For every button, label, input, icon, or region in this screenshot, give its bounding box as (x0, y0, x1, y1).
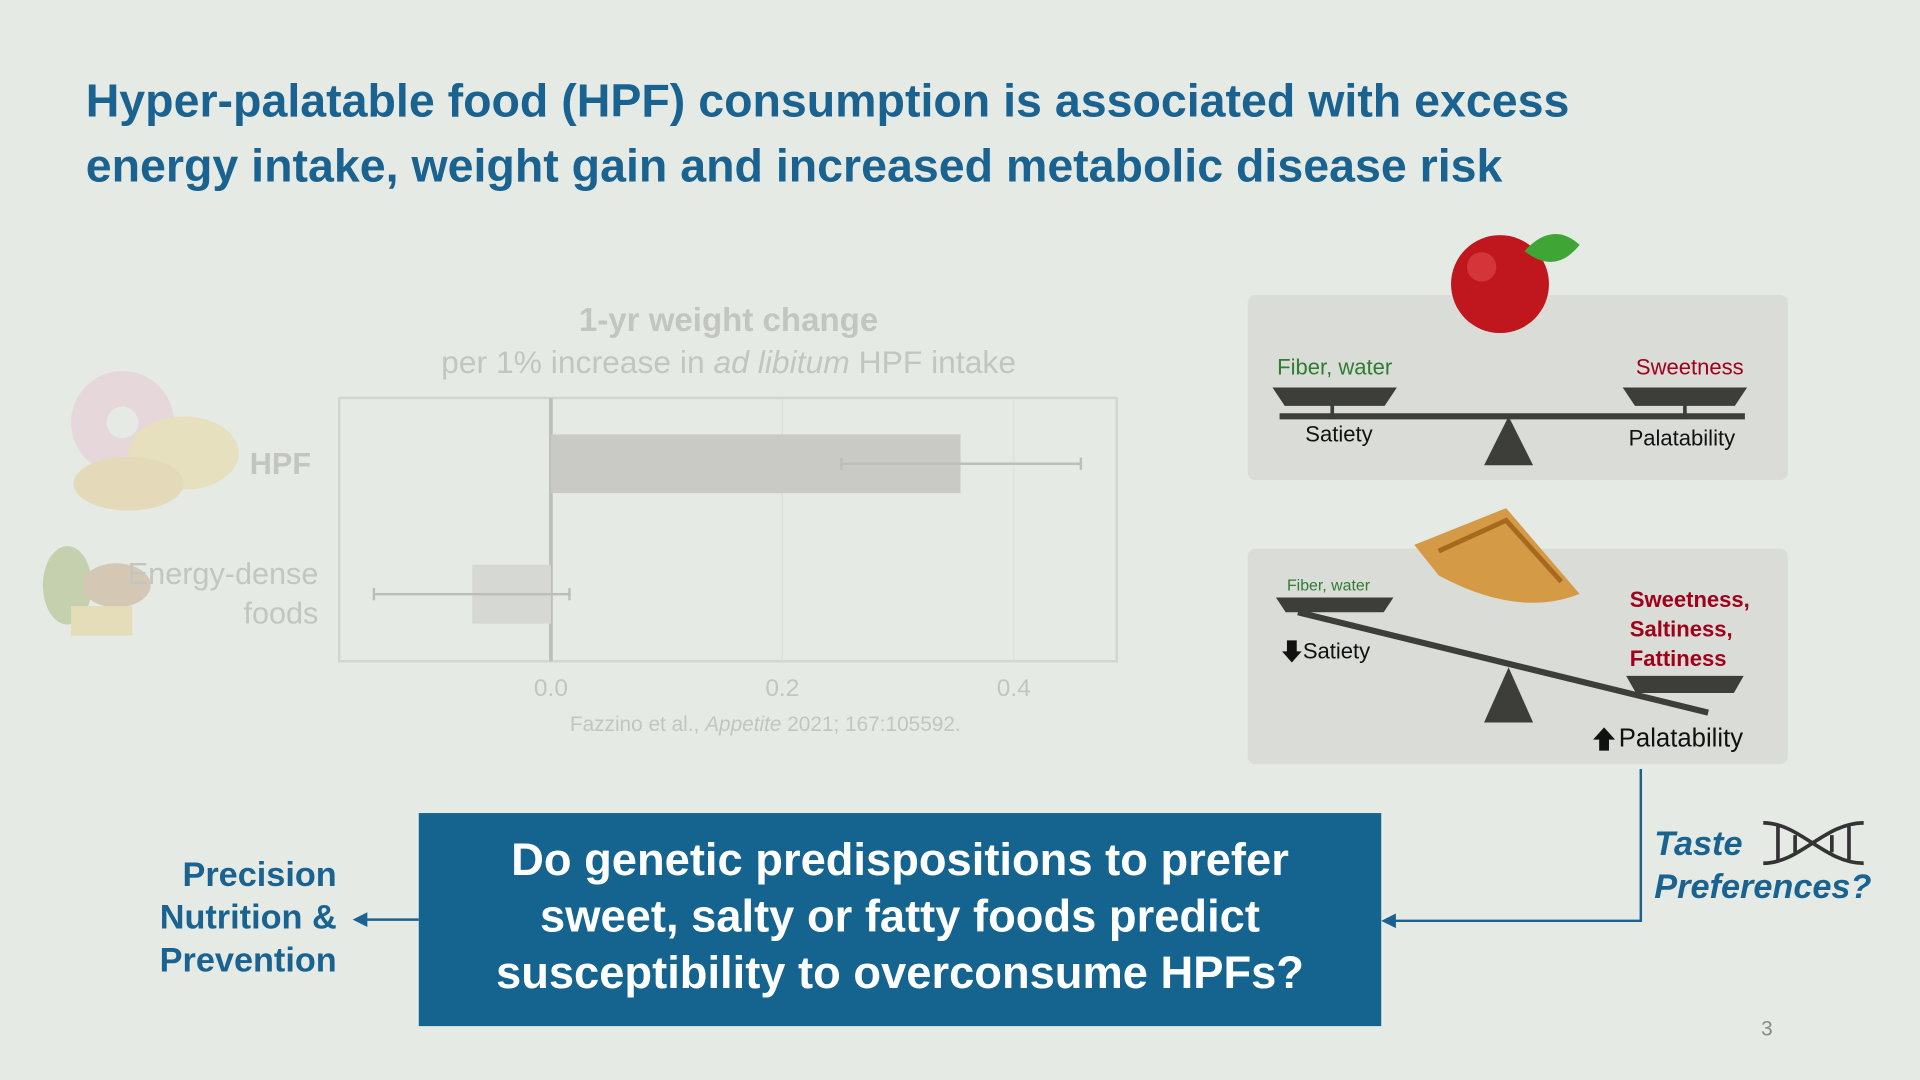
right-effect: Palatability (1629, 425, 1736, 450)
pie-lattice (1437, 517, 1564, 584)
pie-icon (1414, 508, 1580, 603)
right-label: Sweetness, (1630, 587, 1750, 612)
question-box (418, 813, 1382, 1027)
apple-leaf (1524, 234, 1580, 262)
right-effect: Palatability (1619, 724, 1743, 752)
right-label: Sweetness (1636, 354, 1744, 379)
balance-pan (1622, 387, 1748, 417)
nuggets-icon (73, 456, 184, 511)
balance-beam (1297, 609, 1709, 716)
avocado-icon (42, 546, 92, 625)
subtitle-part: ad libitum (714, 344, 850, 380)
y-tick-label: HPF (249, 446, 312, 481)
cheese-icon (71, 606, 133, 636)
outcome-line: Prevention (160, 942, 337, 980)
left-effect: Satiety (1305, 422, 1372, 447)
subtitle-part: HPF intake (850, 344, 1016, 380)
question-line: susceptibility to overconsume HPFs? (496, 947, 1304, 998)
source-part: 2021; 167:105592. (781, 712, 960, 735)
apple-highlight (1466, 252, 1497, 282)
right-label: Fattiness (1630, 646, 1727, 671)
x-tick-label: 0.0 (534, 675, 568, 702)
source-part: Appetite (703, 712, 781, 735)
down-arrow (1282, 640, 1302, 663)
fulcrum (1484, 416, 1534, 466)
page-number: 3 (1761, 1017, 1773, 1040)
title-line: Hyper-palatable food (HPF) consumption i… (86, 74, 1570, 126)
balance-panel (1247, 295, 1788, 480)
chart-title: 1-yr weight change (579, 302, 878, 339)
question-line: Do genetic predispositions to prefer (511, 834, 1289, 885)
x-tick-label: 0.2 (765, 675, 799, 702)
subtitle-part: per 1% increase in (441, 344, 713, 380)
outcome-line: Nutrition & (160, 899, 337, 937)
error-bar (372, 588, 571, 601)
donut-icon (71, 371, 174, 474)
error-bar (840, 457, 1083, 470)
factor-line: Preferences? (1654, 868, 1871, 906)
factor-line: Taste (1654, 825, 1742, 863)
left-label: Fiber, water (1287, 578, 1371, 595)
food-icons (42, 371, 239, 636)
arrowhead (1381, 913, 1396, 929)
connector (1393, 768, 1643, 923)
chart-source: Fazzino et al., Appetite 2021; 167:10559… (570, 712, 961, 735)
nuts-icon (82, 563, 151, 608)
chips-icon (128, 416, 239, 490)
plot-frame (337, 396, 1118, 663)
left-label: Fiber, water (1277, 354, 1392, 379)
donut-hole (106, 406, 139, 439)
left-effect: Satiety (1303, 638, 1370, 663)
chart: 1-yr weight change per 1% increase in ad… (42, 302, 1118, 735)
category-label: Energy-dense foods (127, 557, 319, 631)
question-line: sweet, salty or fatty foods predict (540, 891, 1260, 942)
up-arrow (1593, 727, 1616, 751)
y-tick-label: Energy-dense foods (127, 557, 319, 631)
fulcrum (1484, 667, 1534, 723)
category-label: HPF (249, 446, 312, 481)
title-line: energy intake, weight gain and increased… (86, 139, 1503, 191)
outcome-line: Precision (182, 856, 336, 894)
x-tick-label: 0.4 (997, 675, 1031, 702)
chart-subtitle: per 1% increase in ad libitum HPF intake (441, 344, 1016, 380)
source-part: Fazzino et al., (570, 712, 705, 735)
dna-icon (1763, 821, 1864, 866)
arrowhead (352, 912, 368, 927)
balance-pan (1272, 387, 1397, 417)
balance-pan (1275, 597, 1394, 613)
right-label: Saltiness, (1630, 616, 1733, 641)
balance-pan (1626, 675, 1744, 694)
